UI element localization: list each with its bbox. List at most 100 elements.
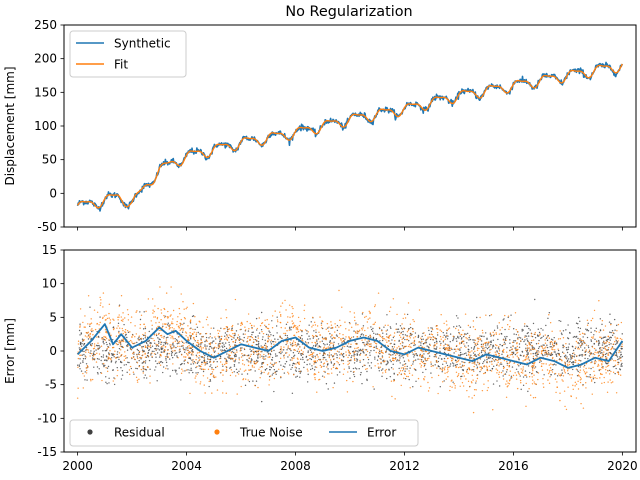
scatter-point (246, 354, 248, 357)
scatter-point (348, 359, 351, 362)
scatter-point (458, 325, 460, 327)
scatter-point (298, 363, 300, 365)
scatter-point (404, 377, 407, 380)
scatter-point (506, 351, 508, 353)
scatter-point (280, 326, 282, 329)
scatter-point (118, 316, 120, 318)
scatter-point (281, 349, 283, 351)
scatter-point (471, 369, 473, 371)
scatter-point (502, 349, 504, 352)
scatter-point (374, 321, 376, 324)
scatter-point (599, 329, 602, 331)
scatter-point (232, 360, 235, 362)
scatter-point (362, 325, 365, 327)
scatter-point (589, 374, 591, 376)
scatter-point (100, 302, 102, 304)
scatter-point (372, 327, 374, 330)
scatter-point (183, 342, 185, 344)
scatter-point (413, 356, 415, 358)
scatter-point (504, 314, 506, 317)
scatter-point (118, 305, 120, 307)
scatter-point (586, 319, 589, 321)
scatter-point (522, 360, 524, 362)
scatter-point (358, 368, 360, 370)
scatter-point (123, 364, 125, 366)
scatter-point (419, 353, 421, 356)
scatter-point (178, 307, 180, 310)
scatter-point (122, 320, 124, 322)
scatter-point (419, 354, 421, 357)
scatter-point (310, 358, 313, 361)
scatter-point (607, 335, 610, 338)
scatter-point (347, 371, 349, 373)
scatter-point (309, 348, 311, 351)
scatter-point (159, 341, 161, 343)
scatter-point (254, 350, 256, 353)
scatter-point (113, 346, 115, 349)
scatter-point (306, 342, 308, 344)
scatter-point (507, 382, 509, 384)
scatter-point (572, 336, 575, 338)
scatter-point (172, 336, 174, 338)
scatter-point (513, 339, 515, 342)
scatter-point (204, 344, 206, 346)
scatter-point (575, 336, 577, 338)
scatter-point (494, 344, 497, 346)
scatter-point (207, 355, 209, 358)
scatter-point (541, 345, 543, 348)
scatter-point (605, 345, 607, 348)
scatter-point (341, 340, 343, 343)
scatter-point (110, 357, 113, 359)
scatter-point (238, 336, 241, 338)
scatter-point (137, 349, 140, 352)
scatter-point (89, 323, 92, 325)
scatter-point (479, 366, 481, 368)
scatter-point (112, 369, 115, 371)
scatter-point (358, 350, 361, 352)
scatter-point (601, 349, 603, 351)
scatter-point (317, 338, 320, 340)
scatter-point (293, 325, 296, 328)
scatter-point (525, 347, 527, 349)
scatter-point (571, 374, 573, 376)
scatter-point (608, 369, 611, 372)
scatter-point (363, 341, 365, 344)
scatter-point (175, 339, 178, 341)
scatter-point (461, 382, 464, 384)
scatter-point (483, 383, 485, 385)
scatter-point (469, 385, 471, 388)
scatter-point (121, 369, 124, 372)
scatter-point (486, 389, 489, 392)
scatter-point (445, 378, 447, 380)
scatter-point (83, 375, 86, 377)
scatter-point (322, 338, 324, 340)
scatter-point (376, 347, 379, 350)
scatter-point (289, 327, 291, 330)
scatter-point (353, 312, 356, 314)
scatter-point (260, 370, 262, 372)
scatter-point (276, 355, 278, 357)
scatter-point (81, 338, 84, 340)
scatter-point (569, 353, 571, 356)
scatter-point (188, 345, 190, 347)
scatter-point (317, 356, 319, 358)
scatter-point (588, 376, 590, 378)
scatter-point (136, 356, 139, 358)
scatter-point (393, 372, 395, 374)
scatter-point (252, 341, 255, 344)
scatter-point (528, 341, 530, 344)
scatter-point (355, 332, 357, 334)
scatter-point (551, 344, 554, 346)
scatter-point (541, 350, 543, 352)
scatter-point (132, 352, 134, 355)
scatter-point (126, 344, 128, 347)
scatter-point (428, 355, 431, 357)
scatter-point (141, 349, 144, 351)
scatter-point (326, 322, 329, 325)
scatter-point (546, 355, 548, 357)
scatter-point (82, 361, 84, 364)
scatter-point (352, 367, 355, 370)
scatter-point (546, 350, 548, 352)
scatter-point (353, 316, 356, 318)
scatter-point (134, 336, 136, 338)
